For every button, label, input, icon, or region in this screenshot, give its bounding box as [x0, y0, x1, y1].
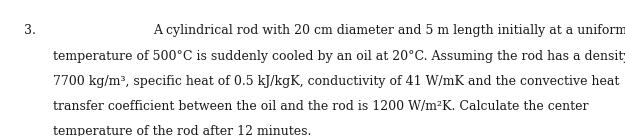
- Text: 7700 kg/m³, specific heat of 0.5 kJ/kgK, conductivity of 41 W/mK and the convect: 7700 kg/m³, specific heat of 0.5 kJ/kgK,…: [53, 75, 619, 88]
- Text: 3.: 3.: [24, 24, 36, 38]
- Text: A cylindrical rod with 20 cm diameter and 5 m length initially at a uniform: A cylindrical rod with 20 cm diameter an…: [153, 24, 625, 38]
- Text: transfer coefficient between the oil and the rod is 1200 W/m²K. Calculate the ce: transfer coefficient between the oil and…: [53, 100, 589, 113]
- Text: temperature of the rod after 12 minutes.: temperature of the rod after 12 minutes.: [53, 125, 311, 136]
- Text: temperature of 500°C is suddenly cooled by an oil at 20°C. Assuming the rod has : temperature of 500°C is suddenly cooled …: [53, 50, 625, 63]
